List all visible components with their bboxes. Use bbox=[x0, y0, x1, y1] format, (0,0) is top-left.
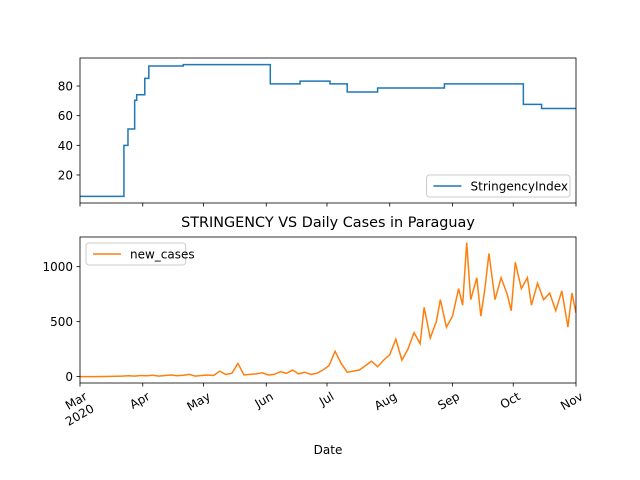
data-line bbox=[80, 63, 576, 198]
x-tick-label: Mar2020 bbox=[56, 389, 97, 429]
data-line bbox=[80, 242, 576, 378]
y-tick-label: 40 bbox=[58, 139, 73, 153]
y-tick-label: 80 bbox=[58, 80, 73, 94]
x-tick-label: May bbox=[184, 389, 212, 414]
x-tick-label: Jun bbox=[252, 389, 276, 411]
chart-title: STRINGENCY VS Daily Cases in Paraguay bbox=[181, 215, 475, 231]
legend-box bbox=[426, 174, 571, 198]
legend-label: StringencyIndex bbox=[471, 180, 569, 194]
y-tick-label: 0 bbox=[65, 370, 73, 384]
y-tick-label: 1000 bbox=[42, 260, 73, 274]
plot-area bbox=[80, 63, 576, 198]
x-tick-label: Sep bbox=[435, 389, 462, 412]
legend-box bbox=[85, 242, 187, 266]
axes-frame bbox=[79, 236, 577, 384]
axes-frame bbox=[79, 57, 577, 204]
y-tick-label: 20 bbox=[58, 168, 73, 182]
x-axis-label: Date bbox=[314, 443, 343, 457]
x-tick-label: Aug bbox=[372, 389, 399, 413]
x-tick-label: Jul bbox=[316, 389, 336, 409]
x-tick-label: Nov bbox=[558, 389, 585, 413]
x-tick-label: Apr bbox=[127, 389, 152, 412]
x-tick-label: Oct bbox=[498, 389, 523, 412]
legend-label: new_cases bbox=[130, 248, 195, 262]
plot-area bbox=[80, 242, 576, 378]
y-tick-label: 500 bbox=[50, 315, 73, 329]
y-tick-label: 60 bbox=[58, 109, 73, 123]
